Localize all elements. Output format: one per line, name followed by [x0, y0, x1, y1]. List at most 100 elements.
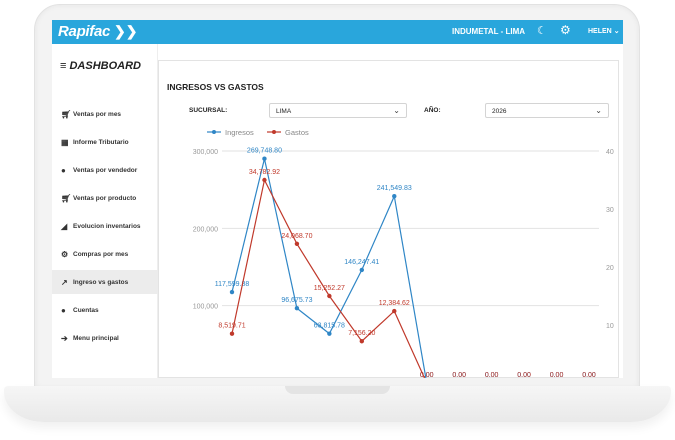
app-screen: Rapifac ❯❯ INDUMETAL - LIMA ☾ ⚙ HELEN ⌄ … — [52, 20, 623, 378]
anio-value: 2026 — [492, 108, 507, 115]
data-label: 63,815.78 — [314, 323, 345, 330]
sidebar-item-label: Ventas por vendedor — [73, 166, 138, 174]
data-label: 0.00 — [550, 372, 564, 378]
sucursal-label: SUCURSAL: — [189, 107, 228, 114]
panel-title: INGRESOS VS GASTOS — [167, 82, 264, 92]
chart-panel: INGRESOS VS GASTOS SUCURSAL: LIMA ⌄ AÑO:… — [158, 60, 619, 378]
sidebar-item-label: Ventas por producto — [73, 194, 137, 202]
user-name: HELEN — [588, 28, 612, 35]
anio-label: AÑO: — [424, 107, 441, 114]
logo-chevron-icon: ❯❯ — [114, 23, 138, 39]
data-label: 0.00 — [420, 372, 434, 378]
data-point — [294, 306, 300, 311]
data-label: 0.00 — [517, 372, 531, 378]
data-label: 0.00 — [582, 372, 596, 378]
y-left-tick-label: 300,000 — [193, 149, 218, 156]
sidebar-item-compras-mes[interactable]: ⚙ Compras por mes — [52, 242, 158, 266]
data-label: 24,068.70 — [281, 233, 312, 240]
y-right-tick-label: 30 — [606, 207, 614, 214]
top-bar: Rapifac ❯❯ INDUMETAL - LIMA ☾ ⚙ HELEN ⌄ — [52, 20, 623, 44]
chevron-down-icon: ⌄ — [393, 106, 400, 115]
gear-icon[interactable]: ⚙ — [560, 23, 571, 37]
data-label: 96,675.73 — [281, 297, 312, 304]
sidebar-item-ventas-vendedor[interactable]: ● Ventas por vendedor — [52, 158, 158, 182]
data-label: 8,519.71 — [218, 323, 245, 330]
group-icon: ● — [61, 305, 66, 315]
y-right-tick-label: 20 — [606, 265, 614, 272]
user-menu[interactable]: HELEN ⌄ — [588, 27, 620, 35]
data-point — [229, 331, 235, 336]
line-chart-icon: ↗ — [61, 277, 68, 287]
laptop-notch — [285, 386, 390, 394]
area-chart-icon: ◢ — [61, 221, 68, 231]
y-right-tick-label: 40 — [606, 149, 614, 156]
legend-label-gastos: Gastos — [285, 129, 309, 137]
data-label: 0.00 — [452, 372, 466, 378]
sucursal-select[interactable]: LIMA ⌄ — [269, 103, 407, 118]
sidebar-item-informe-tributario[interactable]: ▦ Informe Tributario — [52, 130, 158, 154]
anio-select[interactable]: 2026 ⌄ — [485, 103, 609, 118]
chevron-down-icon: ⌄ — [595, 106, 602, 115]
sidebar-item-ingreso-gastos[interactable]: ↗ Ingreso vs gastos — [52, 270, 158, 294]
app-logo[interactable]: Rapifac — [58, 23, 111, 40]
data-point — [262, 156, 267, 161]
data-label: 0.00 — [550, 372, 564, 378]
data-label: 15,252.27 — [314, 285, 345, 292]
data-label: 34,782.92 — [249, 169, 280, 176]
income-expense-chart: 0100,000200,000300,000010203040EneroMarz… — [193, 129, 614, 378]
dashboard-title: ≡ DASHBOARD — [60, 60, 141, 72]
data-point — [392, 194, 397, 199]
sidebar-item-label: Informe Tributario — [73, 138, 129, 146]
user-icon: ● — [61, 165, 66, 175]
data-label: 269,748.80 — [247, 148, 282, 155]
data-point — [359, 267, 365, 273]
sidebar-item-ventas-mes[interactable]: 🛒︎ Ventas por mes — [52, 102, 158, 126]
users-icon: ⚙ — [61, 249, 69, 259]
dashboard-title-text: DASHBOARD — [69, 60, 141, 72]
data-label: 7,156.20 — [348, 330, 375, 337]
data-label: 12,384.62 — [379, 300, 410, 307]
data-point — [327, 331, 332, 336]
sidebar-item-label: Menu principal — [73, 334, 119, 342]
data-label: 241,549.83 — [377, 185, 412, 192]
legend-marker-gastos — [272, 130, 276, 134]
arrow-right-icon: ➔ — [61, 333, 68, 343]
sucursal-value: LIMA — [276, 108, 292, 115]
menu-icon[interactable]: ≡ — [60, 60, 67, 72]
sidebar-item-cuentas[interactable]: ● Cuentas — [52, 298, 158, 322]
data-label: 0.00 — [485, 372, 499, 378]
sidebar-item-ventas-producto[interactable]: 🛒︎ Ventas por producto — [52, 186, 158, 210]
sidebar-item-label: Ventas por mes — [73, 110, 122, 118]
series-line-gastos — [231, 178, 426, 378]
data-point — [327, 293, 332, 299]
data-point — [262, 177, 267, 183]
data-label: 0.00 — [452, 372, 466, 378]
data-label: 117,599.88 — [215, 281, 250, 288]
data-point — [359, 339, 365, 344]
data-point — [392, 308, 397, 314]
sidebar-item-label: Compras por mes — [73, 250, 129, 258]
y-right-tick-label: 10 — [606, 323, 614, 330]
data-label: 0.00 — [517, 372, 531, 378]
sidebar-item-label: Evolucion inventarios — [73, 222, 141, 230]
calculator-icon: ▦ — [61, 137, 69, 147]
data-point — [294, 241, 300, 246]
moon-icon[interactable]: ☾ — [537, 25, 547, 37]
chevron-down-icon: ⌄ — [613, 28, 620, 35]
legend-label-ingresos: Ingresos — [225, 129, 254, 137]
data-label: 0.00 — [485, 372, 499, 378]
cart-icon: 🛒︎ — [61, 193, 72, 203]
sidebar-item-evolucion-inventarios[interactable]: ◢ Evolucion inventarios — [52, 214, 158, 238]
series-line-ingresos — [231, 158, 427, 378]
company-name[interactable]: INDUMETAL - LIMA — [452, 27, 526, 36]
data-label: 0.00 — [582, 372, 596, 378]
sidebar-item-label: Ingreso vs gastos — [73, 278, 129, 286]
y-left-tick-label: 200,000 — [193, 226, 218, 233]
sidebar: ≡ DASHBOARD 🛒︎ Ventas por mes ▦ Informe Tr… — [52, 44, 158, 378]
data-label: 0.00 — [420, 372, 434, 378]
data-label: 146,247.41 — [344, 259, 379, 266]
sidebar-item-menu-principal[interactable]: ➔ Menu principal — [52, 326, 158, 350]
legend-marker-ingresos — [212, 130, 216, 134]
sidebar-item-label: Cuentas — [73, 306, 99, 314]
